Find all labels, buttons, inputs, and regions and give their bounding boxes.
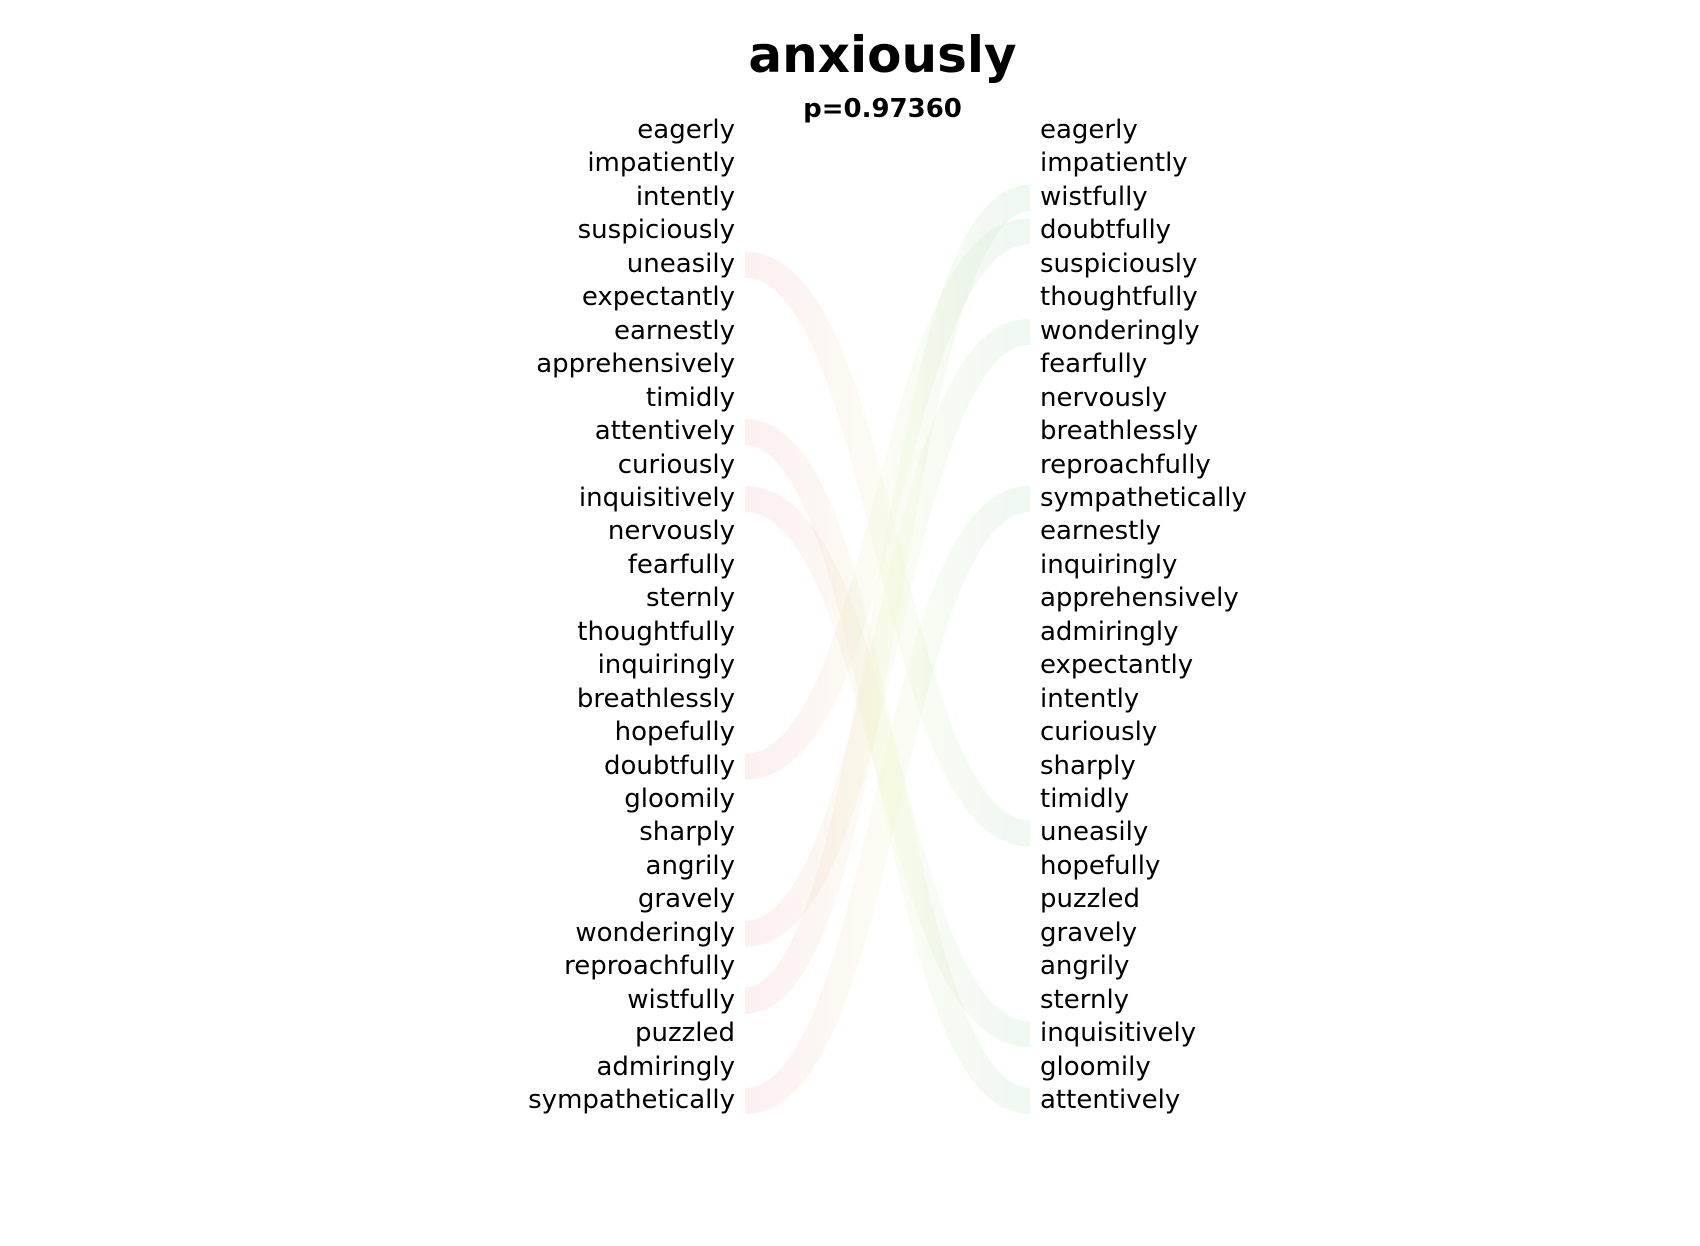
left-word-breathlessly: breathlessly [576,683,735,714]
left-word-gloomily: gloomily [624,784,735,814]
left-word-uneasily: uneasily [626,248,735,279]
right-word-breathlessly: breathlessly [1040,416,1199,447]
left-word-earnestly: earnestly [614,315,735,346]
left-word-fearfully: fearfully [627,549,735,580]
right-word-curiously: curiously [1040,717,1158,748]
right-word-puzzled: puzzled [1040,884,1141,915]
right-word-hopefully: hopefully [1040,850,1161,881]
left-word-admiringly: admiringly [596,1051,736,1082]
right-word-wonderingly: wonderingly [1040,315,1200,346]
right-word-fearfully: fearfully [1040,349,1148,380]
right-word-doubtfully: doubtfully [1040,215,1172,246]
left-word-suspiciously: suspiciously [577,215,735,246]
diagram-title: anxiously [748,26,1017,84]
right-word-eagerly: eagerly [1040,115,1138,145]
left-word-thoughtfully: thoughtfully [577,616,735,647]
left-word-puzzled: puzzled [634,1018,735,1049]
right-word-sympathetically: sympathetically [1040,482,1247,513]
right-word-reproachfully: reproachfully [1040,449,1211,480]
right-word-earnestly: earnestly [1040,516,1161,547]
left-word-eagerly: eagerly [637,115,735,145]
left-word-reproachfully: reproachfully [564,951,735,982]
diagram-subtitle: p=0.97360 [803,94,962,124]
right-word-impatiently: impatiently [1040,148,1188,179]
right-word-intently: intently [1040,683,1140,714]
right-word-inquiringly: inquiringly [1040,549,1178,580]
left-word-impatiently: impatiently [587,148,735,179]
right-word-timidly: timidly [1040,784,1130,814]
left-word-nervously: nervously [607,516,735,547]
ribbon-wistfully [743,184,1032,1014]
right-word-thoughtfully: thoughtfully [1040,282,1198,313]
right-word-admiringly: admiringly [1040,616,1179,647]
left-word-timidly: timidly [645,382,735,413]
left-word-intently: intently [635,181,735,212]
left-word-inquiringly: inquiringly [597,650,735,681]
left-word-sternly: sternly [645,583,735,614]
left-word-expectantly: expectantly [581,282,735,313]
left-word-curiously: curiously [617,449,735,480]
right-word-wistfully: wistfully [1040,181,1148,212]
right-word-attentively: attentively [1040,1085,1181,1116]
ribbon-sympathetically [743,485,1032,1115]
left-word-apprehensively: apprehensively [536,349,735,380]
left-word-sharply: sharply [639,817,735,848]
right-word-nervously: nervously [1040,382,1168,413]
right-word-gravely: gravely [1040,917,1138,948]
right-word-suspiciously: suspiciously [1040,248,1198,279]
left-word-angrily: angrily [645,850,735,881]
left-word-wonderingly: wonderingly [575,917,735,948]
right-word-uneasily: uneasily [1040,817,1149,848]
right-word-inquisitively: inquisitively [1040,1018,1197,1049]
left-word-inquisitively: inquisitively [578,482,735,513]
left-word-attentively: attentively [594,416,735,447]
left-word-wistfully: wistfully [627,984,735,1015]
right-word-angrily: angrily [1040,951,1130,982]
left-word-sympathetically: sympathetically [528,1085,735,1116]
left-word-hopefully: hopefully [614,717,735,748]
left-word-doubtfully: doubtfully [603,750,735,781]
right-word-apprehensively: apprehensively [1040,583,1239,614]
right-word-gloomily: gloomily [1040,1051,1151,1082]
right-word-sternly: sternly [1040,984,1130,1015]
right-word-expectantly: expectantly [1040,650,1194,681]
right-word-sharply: sharply [1040,750,1136,781]
left-word-gravely: gravely [637,884,735,915]
